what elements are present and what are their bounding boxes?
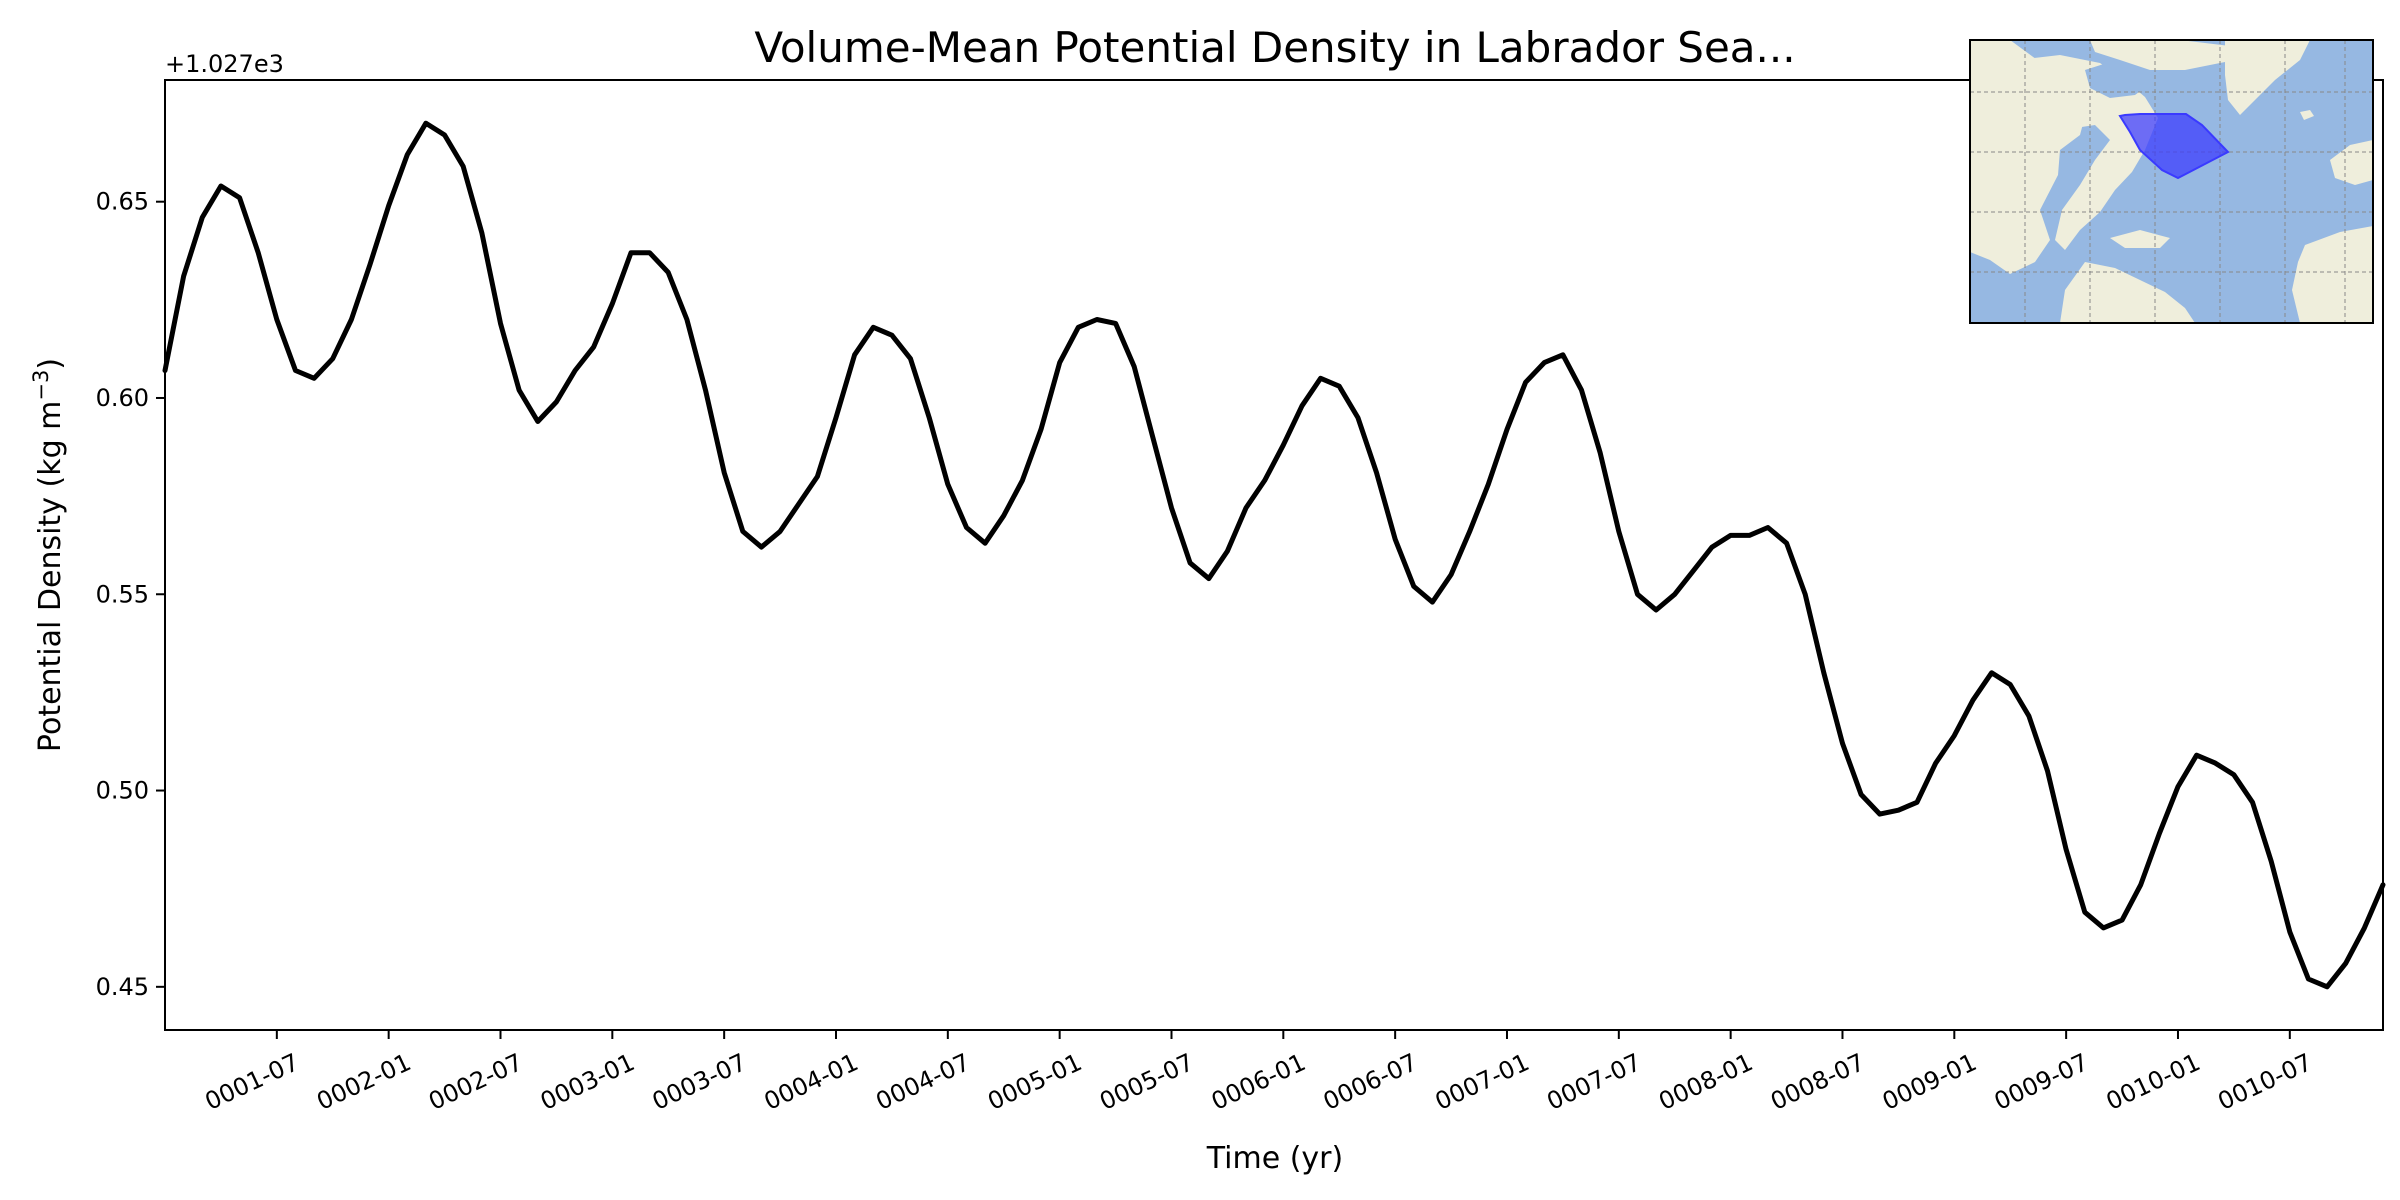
europe xyxy=(2330,140,2373,185)
y-axis: 0.45 0.50 0.55 0.60 0.65 xyxy=(96,188,165,1001)
south-america xyxy=(2060,262,2195,323)
iceland xyxy=(2300,110,2314,120)
y-tick-label: 0.50 xyxy=(96,777,149,805)
y-tick-label: 0.55 xyxy=(96,580,149,608)
x-axis-label: Time (yr) xyxy=(1206,1141,1343,1176)
y-axis-label-superscript: −3 xyxy=(29,370,53,401)
north-america-east-landmass xyxy=(2000,55,2158,250)
y-tick-label: 0.45 xyxy=(96,973,149,1001)
inset-land xyxy=(1970,40,2373,323)
labrador-sea-region xyxy=(2118,113,2230,180)
greenland xyxy=(2225,40,2310,115)
y-axis-label-text: Potential Density (kg m xyxy=(33,401,68,752)
y-tick-label: 0.65 xyxy=(96,188,149,216)
axes-frame xyxy=(164,79,2384,1031)
chart-title: Volume-Mean Potential Density in Labrado… xyxy=(754,23,1795,72)
africa xyxy=(2292,226,2373,323)
british-isles xyxy=(2340,160,2352,176)
inset-map xyxy=(1969,39,2374,324)
inset-gridlines xyxy=(1970,40,2373,323)
hudson-bay xyxy=(2085,62,2155,98)
y-tick-label: 0.60 xyxy=(96,384,149,412)
series-line xyxy=(162,120,2386,990)
inset-frame xyxy=(1969,39,2374,324)
y-axis-label: Potential Density (kg m−3) xyxy=(29,358,68,752)
arctic-islands xyxy=(2090,40,2230,70)
y-offset-label: +1.027e3 xyxy=(165,50,284,78)
y-axis-label-suffix: ) xyxy=(33,358,68,370)
